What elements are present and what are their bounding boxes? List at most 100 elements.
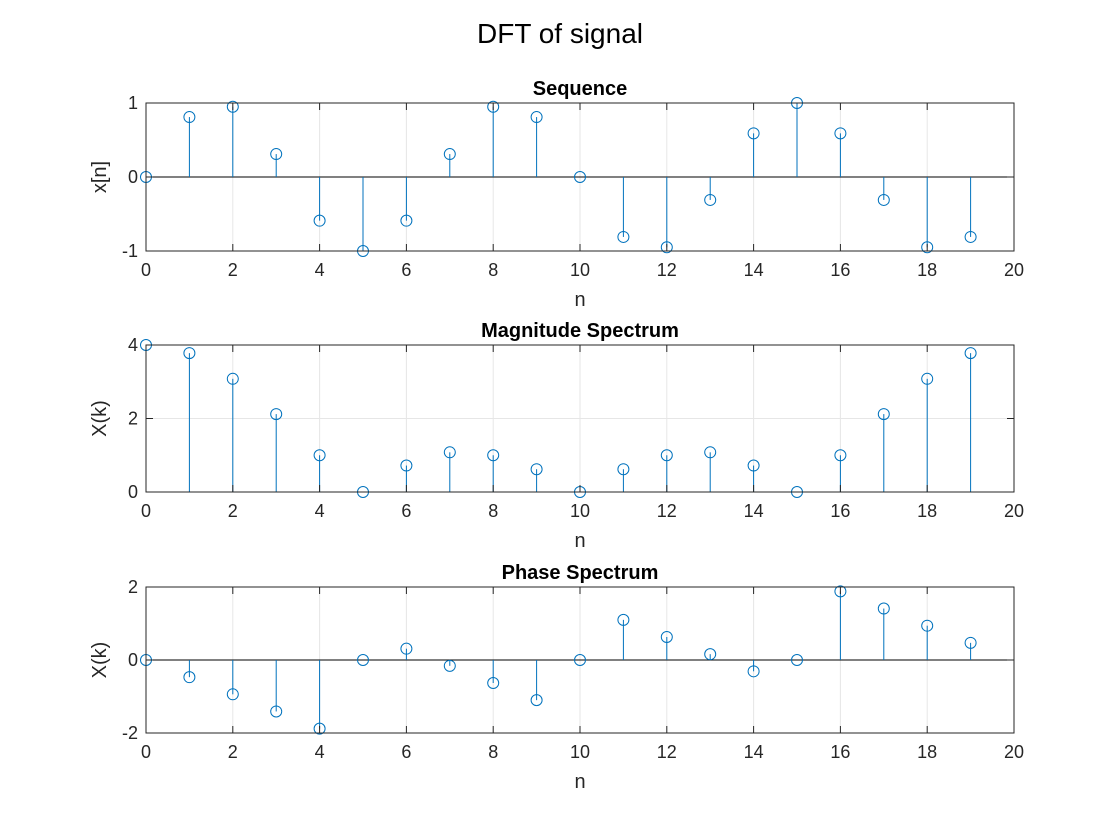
stem-marker xyxy=(183,111,196,124)
x-axis-label: n xyxy=(574,771,585,793)
stem-marker xyxy=(530,111,543,124)
x-tick-label: 2 xyxy=(228,260,238,280)
y-tick-label: 0 xyxy=(128,650,138,670)
x-tick-label: 16 xyxy=(830,742,850,762)
stem-marker xyxy=(443,446,456,459)
stem-marker xyxy=(226,688,239,701)
stem-marker xyxy=(183,671,196,684)
stem-marker xyxy=(270,148,283,161)
stem-marker xyxy=(660,449,673,462)
stem-marker xyxy=(357,654,369,666)
x-tick-label: 18 xyxy=(917,260,937,280)
x-tick-label: 0 xyxy=(141,501,151,521)
stem-marker xyxy=(921,241,934,254)
y-axis-label: X(k) xyxy=(89,642,111,679)
stem-marker xyxy=(704,648,717,661)
x-tick-label: 20 xyxy=(1004,260,1024,280)
stem-marker xyxy=(574,654,586,666)
x-tick-label: 8 xyxy=(488,260,498,280)
y-tick-label: 0 xyxy=(128,482,138,502)
x-tick-label: 10 xyxy=(570,501,590,521)
y-tick-label: 2 xyxy=(128,409,138,429)
stem-marker xyxy=(313,449,326,462)
x-tick-label: 12 xyxy=(657,501,677,521)
stem-marker xyxy=(400,214,413,227)
stem-marker xyxy=(226,372,239,385)
stem-marker xyxy=(877,193,890,206)
stem-marker xyxy=(791,654,803,666)
stem-marker xyxy=(964,347,977,360)
x-tick-label: 10 xyxy=(570,260,590,280)
x-tick-label: 6 xyxy=(401,501,411,521)
stem-marker xyxy=(964,636,977,649)
x-axis-label: n xyxy=(574,289,585,311)
stem-marker xyxy=(530,463,543,476)
stem-marker xyxy=(660,241,673,254)
stem-marker xyxy=(443,148,456,161)
y-tick-label: 4 xyxy=(128,335,138,355)
x-tick-label: 4 xyxy=(315,260,325,280)
stem-marker xyxy=(617,613,630,626)
stem-marker xyxy=(183,347,196,360)
stem-marker xyxy=(877,408,890,421)
stem-marker xyxy=(834,585,847,598)
subplot-title: Magnitude Spectrum xyxy=(481,320,679,342)
x-tick-label: 14 xyxy=(744,742,764,762)
stem-marker xyxy=(964,230,977,243)
x-tick-label: 16 xyxy=(830,501,850,521)
subplot-2: 0 2 4 6 8 10 12 14 16 18 20 0 2 4 Magnitude Spectrum n X… xyxy=(89,320,1024,552)
x-tick-label: 14 xyxy=(744,260,764,280)
x-tick-label: 12 xyxy=(657,260,677,280)
stem-marker xyxy=(313,722,326,735)
stem-marker xyxy=(313,214,326,227)
stem-marker xyxy=(400,459,413,472)
y-tick-label: 1 xyxy=(128,93,138,113)
x-tick-label: 8 xyxy=(488,501,498,521)
stem-marker xyxy=(270,408,283,421)
x-tick-label: 14 xyxy=(744,501,764,521)
subplot-title: Sequence xyxy=(533,78,627,100)
x-tick-label: 6 xyxy=(401,260,411,280)
stem-marker xyxy=(617,463,630,476)
x-tick-label: 2 xyxy=(228,501,238,521)
x-tick-label: 4 xyxy=(315,501,325,521)
stem-marker xyxy=(270,705,283,718)
y-tick-label: -1 xyxy=(122,241,138,261)
y-tick-label: -2 xyxy=(122,723,138,743)
stem-marker xyxy=(921,372,934,385)
stem-marker xyxy=(704,193,717,206)
x-tick-label: 12 xyxy=(657,742,677,762)
stem-marker xyxy=(487,100,500,113)
x-tick-label: 0 xyxy=(141,742,151,762)
stem-marker xyxy=(747,459,760,472)
x-tick-label: 18 xyxy=(917,501,937,521)
stem-marker xyxy=(487,676,500,689)
y-axis-label: X(k) xyxy=(89,400,111,437)
stem-marker xyxy=(617,230,630,243)
y-tick-label: 0 xyxy=(128,167,138,187)
x-tick-label: 16 xyxy=(830,260,850,280)
stem-marker xyxy=(747,665,760,678)
stem-marker xyxy=(877,602,890,615)
subplot-title: Phase Spectrum xyxy=(502,562,659,584)
x-axis-label: n xyxy=(574,530,585,552)
stem-marker xyxy=(834,127,847,140)
stem-marker xyxy=(443,659,456,672)
stem-marker xyxy=(530,694,543,707)
x-tick-label: 0 xyxy=(141,260,151,280)
stem-marker xyxy=(660,631,673,644)
stem-marker xyxy=(487,449,500,462)
y-tick-label: 2 xyxy=(128,577,138,597)
stem-marker xyxy=(921,619,934,632)
y-axis-label: x[n] xyxy=(89,161,111,193)
stem-marker xyxy=(834,449,847,462)
figure-title: DFT of signal xyxy=(477,18,643,49)
stem-marker xyxy=(400,642,413,655)
x-tick-label: 4 xyxy=(315,742,325,762)
x-tick-label: 10 xyxy=(570,742,590,762)
x-tick-label: 20 xyxy=(1004,501,1024,521)
stem-marker xyxy=(704,446,717,459)
